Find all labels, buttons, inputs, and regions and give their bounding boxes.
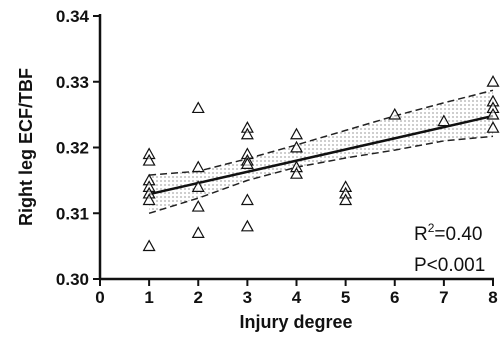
- data-point: [240, 193, 254, 206]
- data-point: [486, 107, 500, 120]
- data-point: [486, 75, 500, 87]
- data-point: [142, 153, 156, 166]
- data-points: [142, 75, 500, 252]
- data-point: [191, 226, 205, 238]
- x-tick-label: 1: [144, 288, 153, 307]
- data-point: [191, 101, 205, 114]
- data-point: [191, 199, 205, 212]
- confidence-band: [148, 89, 494, 215]
- tick-labels: 0.30 0.31 0.32 0.33 0.34 0 1 2 3 4 5 6 7 8: [56, 7, 498, 307]
- data-point: [240, 127, 254, 140]
- x-tick-label: 8: [488, 288, 497, 307]
- x-tick-label: 5: [341, 288, 350, 307]
- data-point: [240, 157, 254, 169]
- r-squared-prefix: R: [414, 224, 428, 245]
- x-axis-title: Injury degree: [239, 312, 352, 332]
- x-tick-label: 3: [243, 288, 252, 307]
- data-point: [240, 219, 254, 232]
- r-squared-superscript: 2: [428, 221, 435, 235]
- data-point: [289, 140, 304, 153]
- lower-confidence-line: [148, 135, 494, 215]
- x-tick-label: 2: [194, 288, 203, 307]
- x-tick-label: 7: [439, 288, 448, 307]
- r-squared-value: =0.40: [434, 224, 482, 245]
- axes: [93, 14, 494, 286]
- r-squared-annotation: R2=0.40: [414, 221, 483, 245]
- y-tick-label: 0.33: [56, 73, 89, 92]
- y-tick-label: 0.32: [56, 139, 89, 158]
- x-tick-label: 0: [95, 288, 104, 307]
- y-tick-label: 0.34: [56, 7, 90, 26]
- y-tick-label: 0.30: [56, 270, 89, 289]
- p-value-annotation: P<0.001: [414, 255, 485, 276]
- data-point: [191, 160, 205, 173]
- data-point: [142, 239, 156, 252]
- y-axis-title: Right leg ECF/TBF: [16, 68, 36, 226]
- y-tick-label: 0.31: [56, 204, 89, 223]
- data-point: [142, 193, 156, 206]
- regression-line: [148, 114, 494, 196]
- data-point: [289, 167, 304, 179]
- data-point: [191, 180, 205, 192]
- x-tick-label: 4: [292, 288, 302, 307]
- confidence-band-fill: [149, 90, 493, 214]
- data-point: [339, 193, 353, 206]
- data-point: [486, 121, 500, 133]
- data-point: [437, 114, 451, 127]
- x-tick-label: 6: [390, 288, 399, 307]
- upper-confidence-line: [149, 89, 494, 176]
- data-point: [289, 127, 304, 140]
- regression-layer: [148, 114, 494, 196]
- data-point: [388, 107, 402, 120]
